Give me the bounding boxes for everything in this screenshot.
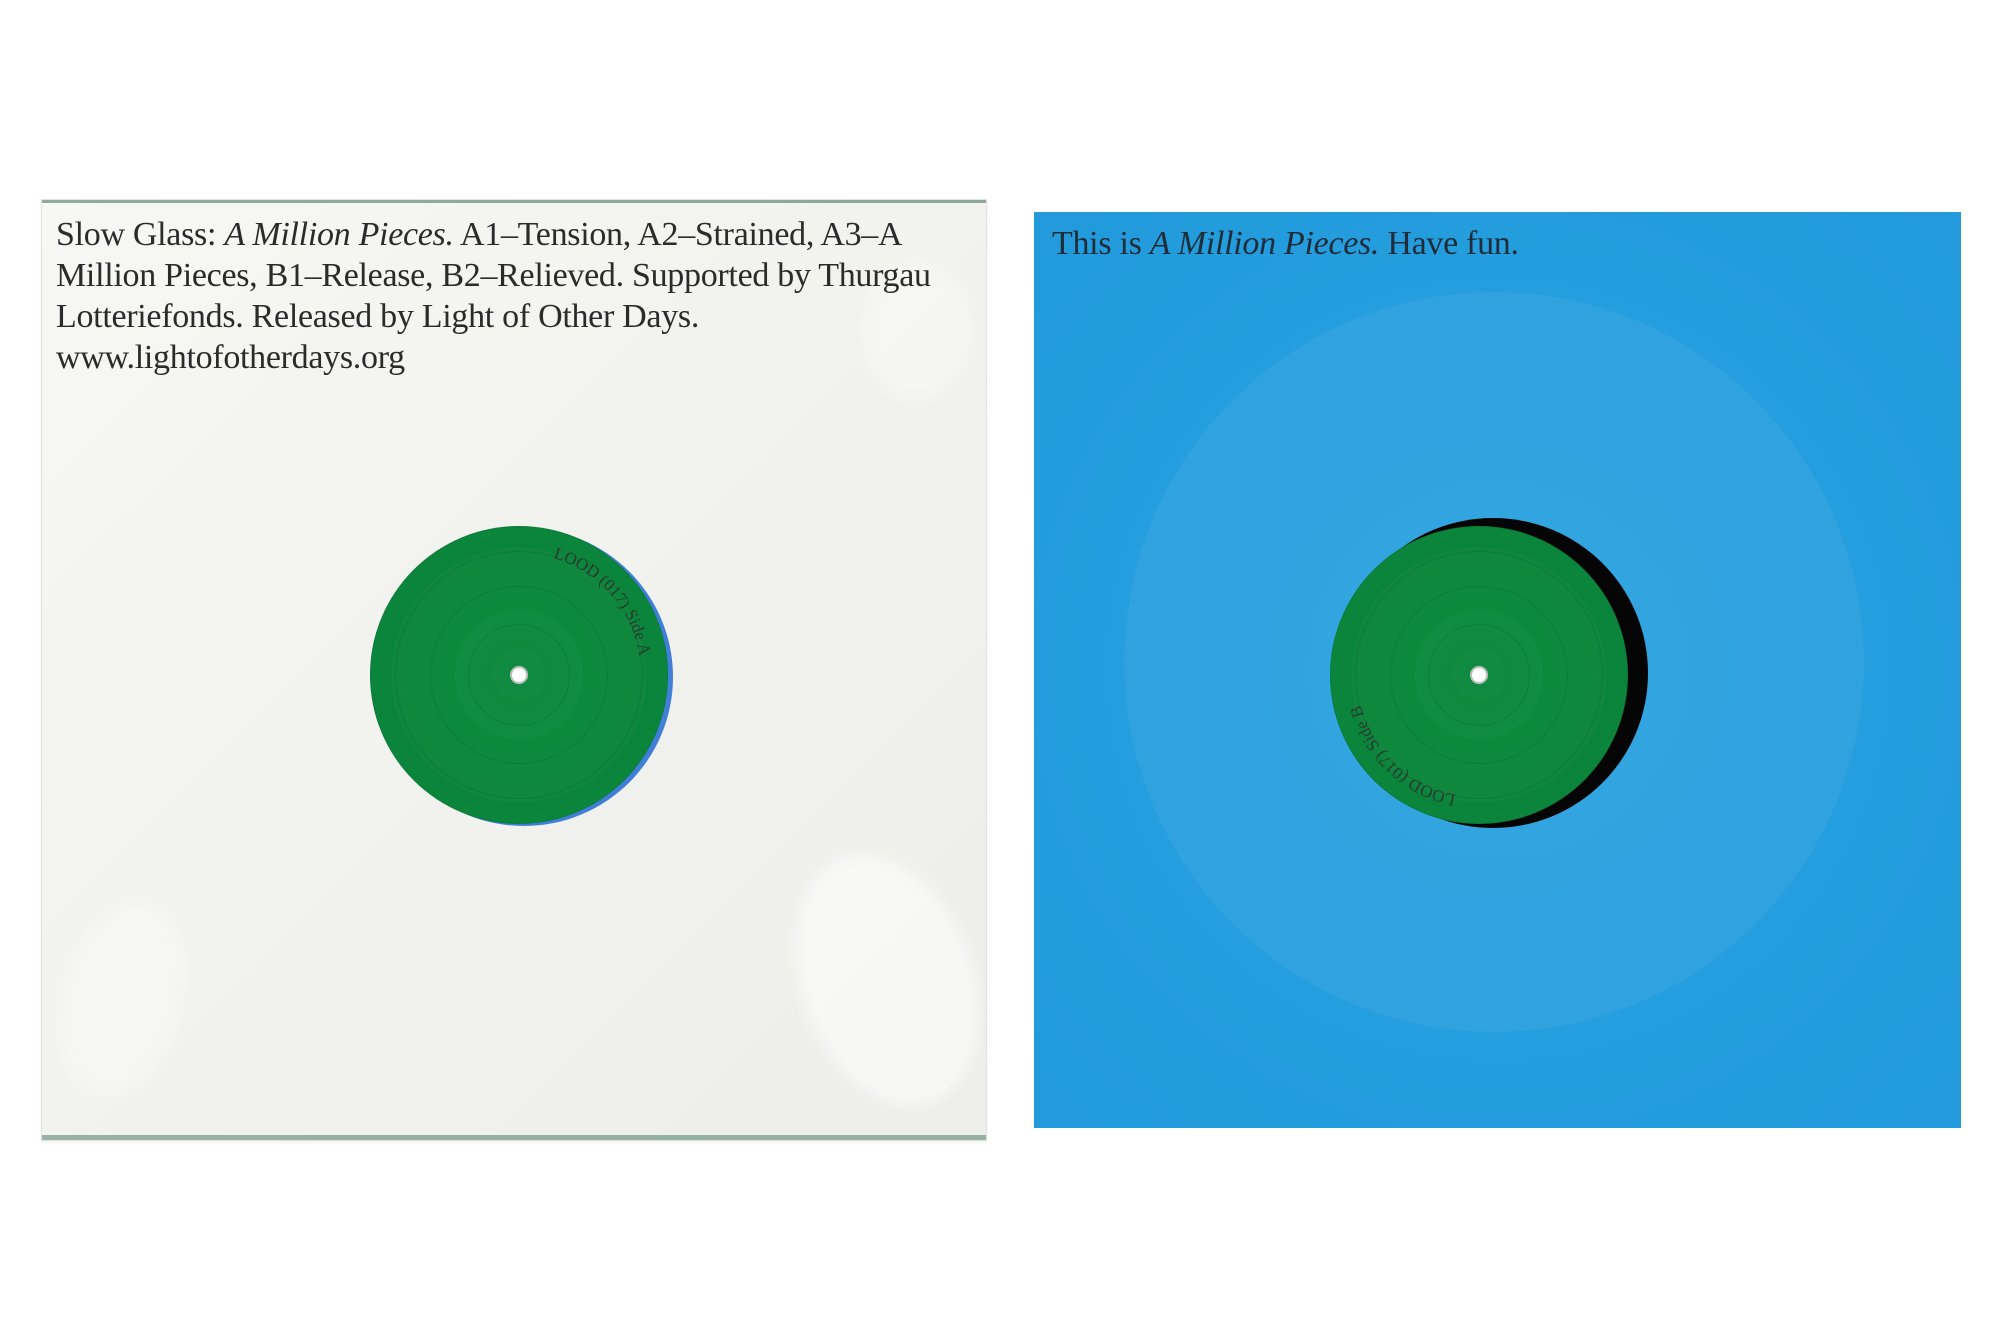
inner-text-prefix: This is [1052, 225, 1150, 262]
spindle-hole [1470, 666, 1488, 684]
label-groove-ring [1355, 551, 1603, 799]
label-catalog-text: LOOD (017) Side B [1346, 704, 1457, 810]
sleeve-credits-text: Slow Glass: A Million Pieces. A1–Tension… [56, 214, 976, 378]
outer-sleeve-white: Slow Glass: A Million Pieces. A1–Tension… [42, 200, 986, 1140]
credits-album-title: A Million Pieces. [224, 216, 454, 253]
label-catalog-path: LOOD (017) Side B [1346, 704, 1457, 810]
inner-sleeve-blue: This is A Million Pieces. Have fun. LOOD… [1034, 212, 1961, 1128]
label-text-arc: LOOD (017) Side A [552, 544, 655, 658]
sleeve-bottom-edge [42, 1135, 986, 1140]
label-text-arc: LOOD (017) Side B [1346, 704, 1457, 810]
shrink-wrap-sheen [42, 887, 206, 1113]
label-groove-ring [395, 551, 643, 799]
inner-text-album-title: A Million Pieces. [1149, 225, 1380, 262]
credits-artist: Slow Glass: [56, 216, 225, 253]
label-groove-ring [430, 586, 608, 764]
label-catalog-path: LOOD (017) Side A [552, 544, 655, 658]
inner-text-rest: Have fun. [1379, 225, 1519, 262]
label-catalog-text: LOOD (017) Side A [552, 544, 655, 658]
label-groove-ring [1428, 624, 1530, 726]
inner-sleeve-text: This is A Million Pieces. Have fun. [1052, 222, 1942, 266]
label-groove-ring [1390, 586, 1568, 764]
label-groove-ring [468, 624, 570, 726]
shrink-wrap-sheen [762, 828, 986, 1132]
record-label-side-b: LOOD (017) Side B [1330, 526, 1628, 824]
record-label-side-a: LOOD (017) Side A [370, 526, 668, 824]
sleeve-top-edge [42, 200, 986, 203]
credits-details: A1–Tension, A2–Strained, A3–A Million Pi… [56, 216, 931, 376]
shrink-wrap-sheen [862, 260, 972, 400]
spindle-hole [510, 666, 528, 684]
